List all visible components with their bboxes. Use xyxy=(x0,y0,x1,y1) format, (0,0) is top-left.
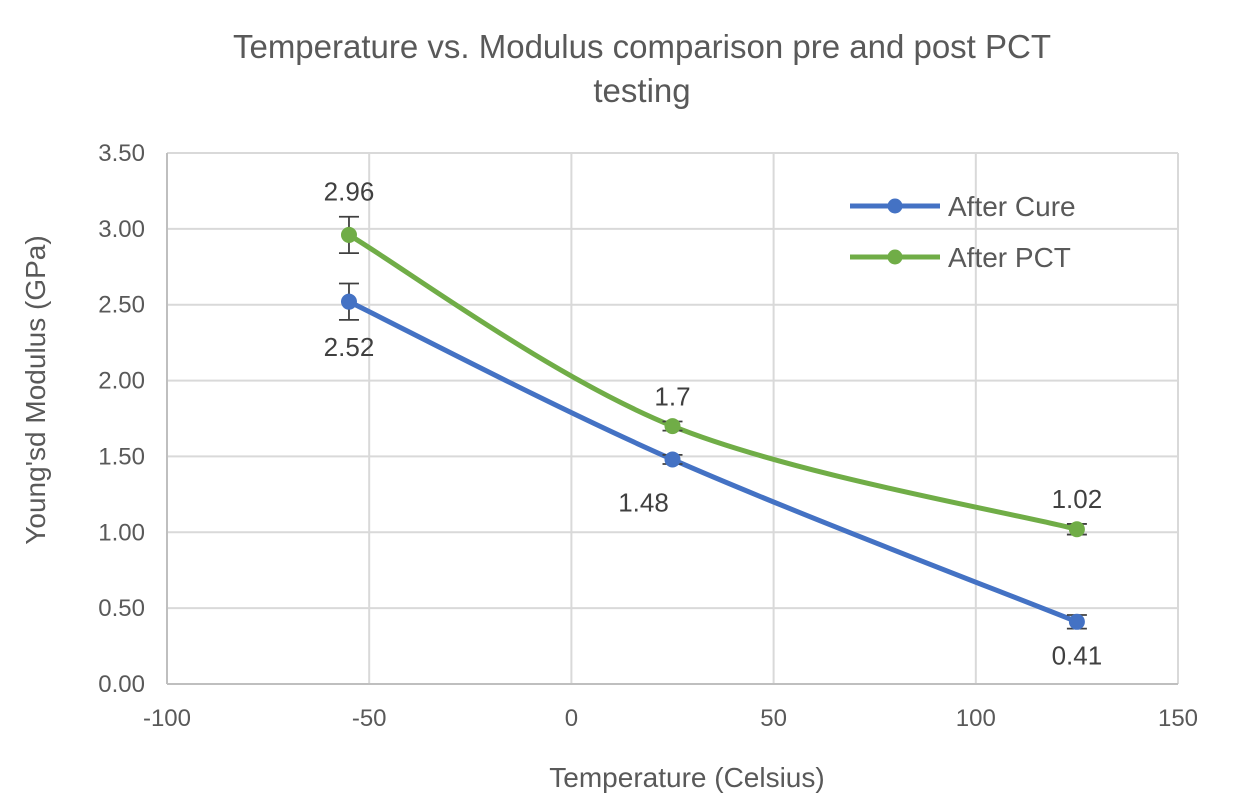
x-tick-label: 100 xyxy=(956,705,996,732)
data-label-after-cure: 1.48 xyxy=(618,487,669,517)
legend-swatch-marker xyxy=(887,249,903,265)
data-label-after-pct: 2.96 xyxy=(324,177,375,207)
series-line-after-cure xyxy=(346,299,1080,625)
data-point-after-cure xyxy=(1068,613,1085,630)
legend-entry-after-pct: After PCT xyxy=(850,242,1071,273)
data-point-after-pct xyxy=(340,226,357,243)
series-line-after-pct xyxy=(346,232,1080,532)
data-point-after-cure xyxy=(664,451,681,468)
data-point-after-pct xyxy=(1068,521,1085,538)
x-axis-title: Temperature (Celsius) xyxy=(549,762,824,793)
legend: After Cure After PCT xyxy=(850,191,1076,273)
data-point-after-pct xyxy=(664,418,681,435)
y-tick-label: 0.00 xyxy=(98,671,145,698)
y-tick-label: 2.50 xyxy=(98,292,145,319)
chart-title-line-2: testing xyxy=(593,72,690,109)
y-tick-label: 2.00 xyxy=(98,368,145,395)
tick-labels: 0.00 0.50 1.00 1.50 2.00 2.50 3.00 3.50 -100 -50 0… xyxy=(98,140,1198,732)
y-tick-label: 1.00 xyxy=(98,519,145,546)
gridlines xyxy=(166,152,1179,685)
series-layer xyxy=(338,215,1087,630)
y-axis-title: Young'sd Modulus (GPa) xyxy=(20,235,51,544)
legend-swatch-marker xyxy=(887,198,903,214)
legend-label: After PCT xyxy=(948,242,1071,273)
x-tick-label: 50 xyxy=(760,705,787,732)
axes xyxy=(166,153,1178,685)
data-labels: 2.52 1.48 0.41 2.96 1.7 1.02 xyxy=(324,177,1103,671)
legend-entry-after-cure: After Cure xyxy=(850,191,1076,222)
chart-title-line-1: Temperature vs. Modulus comparison pre a… xyxy=(233,28,1051,65)
legend-label: After Cure xyxy=(948,191,1076,222)
data-label-after-cure: 0.41 xyxy=(1052,641,1103,671)
data-label-after-pct: 1.02 xyxy=(1052,484,1103,514)
y-tick-label: 3.50 xyxy=(98,140,145,167)
x-tick-label: -50 xyxy=(352,705,387,732)
y-tick-label: 3.00 xyxy=(98,216,145,243)
data-label-after-cure: 2.52 xyxy=(324,332,375,362)
y-tick-label: 0.50 xyxy=(98,595,145,622)
x-tick-label: 0 xyxy=(565,705,578,732)
data-point-after-cure xyxy=(340,293,357,310)
y-tick-label: 1.50 xyxy=(98,443,145,470)
x-tick-label: 150 xyxy=(1158,705,1198,732)
data-label-after-pct: 1.7 xyxy=(654,382,690,412)
x-tick-label: -100 xyxy=(143,705,191,732)
